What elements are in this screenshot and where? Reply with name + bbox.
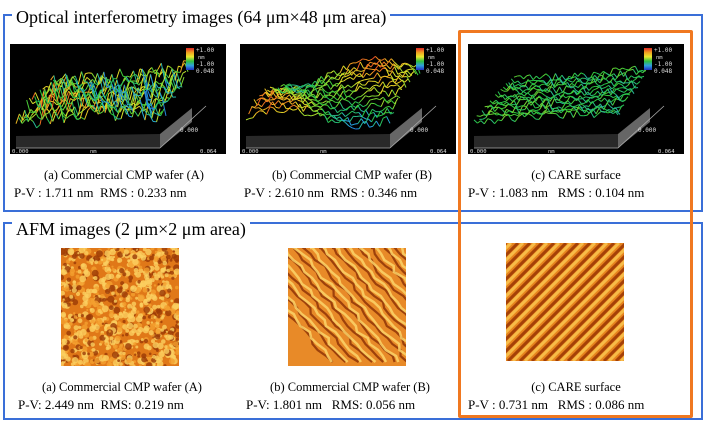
svg-text:0.000: 0.000 xyxy=(410,127,428,134)
rms-value: RMS: 0.056 nm xyxy=(331,397,416,412)
optical-panel-c: +1.00 nm -1.00 0.048 0.000 0.000 nm 0.064 xyxy=(468,44,684,154)
svg-text:+1.00: +1.00 xyxy=(196,47,214,54)
afm-stats-b: P-V: 1.801 nm RMS: 0.056 nm xyxy=(246,397,415,413)
svg-text:nm: nm xyxy=(548,149,555,154)
optical-stats-b: P-V : 2.610 nm RMS : 0.346 nm xyxy=(244,185,417,201)
svg-text:0.000: 0.000 xyxy=(12,149,29,154)
svg-text:-1.00: -1.00 xyxy=(196,61,214,68)
afm-section-box xyxy=(3,222,703,420)
optical-caption-b: (b) Commercial CMP wafer (B) xyxy=(272,168,432,182)
optical-panel-a: +1.00 nm -1.00 0.048 0.000 0.000 nm 0.064 xyxy=(10,44,226,154)
pv-value: P-V : 1.711 nm xyxy=(14,185,94,200)
afm-image-c xyxy=(506,243,624,361)
svg-text:0.000: 0.000 xyxy=(638,127,656,134)
rms-value: RMS : 0.104 nm xyxy=(557,185,645,200)
optical-caption-c: (c) CARE surface xyxy=(531,168,621,182)
rms-value: RMS : 0.086 nm xyxy=(557,397,645,412)
pv-value: P-V : 0.731 nm xyxy=(468,397,548,412)
afm-stats-a: P-V: 2.449 nm RMS: 0.219 nm xyxy=(18,397,184,413)
svg-text:-1.00: -1.00 xyxy=(426,61,444,68)
afm-caption-c: (c) CARE surface xyxy=(531,380,621,394)
care-highlight-frame xyxy=(458,30,693,418)
svg-text:nm: nm xyxy=(198,55,205,61)
svg-text:+1.00: +1.00 xyxy=(654,47,672,54)
svg-text:0.064: 0.064 xyxy=(430,149,447,154)
rms-value: RMS : 0.346 nm xyxy=(330,185,418,200)
pv-value: P-V: 2.449 nm xyxy=(18,397,94,412)
svg-text:0.048: 0.048 xyxy=(654,68,672,75)
optical-caption-a: (a) Commercial CMP wafer (A) xyxy=(44,168,204,182)
afm-section-title: AFM images (2 μm×2 μm area) xyxy=(12,218,250,240)
optical-stats-c: P-V : 1.083 nm RMS : 0.104 nm xyxy=(468,185,644,201)
optical-panel-b: +1.00 nm -1.00 0.048 0.000 0.000 nm 0.064 xyxy=(240,44,456,154)
pv-value: P-V: 1.801 nm xyxy=(246,397,322,412)
rms-value: RMS: 0.219 nm xyxy=(100,397,184,412)
pv-value: P-V : 2.610 nm xyxy=(244,185,324,200)
rms-value: RMS : 0.233 nm xyxy=(99,185,187,200)
optical-stats-a: P-V : 1.711 nm RMS : 0.233 nm xyxy=(14,185,187,201)
afm-caption-b: (b) Commercial CMP wafer (B) xyxy=(270,380,430,394)
svg-text:nm: nm xyxy=(428,55,435,61)
optical-section-title: Optical interferometry images (64 μm×48 … xyxy=(12,6,391,28)
svg-text:0.064: 0.064 xyxy=(200,149,217,154)
afm-stats-c: P-V : 0.731 nm RMS : 0.086 nm xyxy=(468,397,644,413)
afm-image-b xyxy=(288,248,406,366)
svg-text:nm: nm xyxy=(656,55,663,61)
pv-value: P-V : 1.083 nm xyxy=(468,185,548,200)
svg-text:nm: nm xyxy=(90,149,97,154)
svg-text:nm: nm xyxy=(320,149,327,154)
afm-image-a xyxy=(61,248,179,366)
svg-text:0.048: 0.048 xyxy=(196,68,214,75)
svg-text:0.000: 0.000 xyxy=(470,149,487,154)
svg-text:+1.00: +1.00 xyxy=(426,47,444,54)
svg-text:-1.00: -1.00 xyxy=(654,61,672,68)
svg-text:0.000: 0.000 xyxy=(242,149,259,154)
svg-text:0.000: 0.000 xyxy=(180,127,198,134)
svg-text:0.048: 0.048 xyxy=(426,68,444,75)
svg-text:0.064: 0.064 xyxy=(658,149,675,154)
afm-caption-a: (a) Commercial CMP wafer (A) xyxy=(42,380,202,394)
